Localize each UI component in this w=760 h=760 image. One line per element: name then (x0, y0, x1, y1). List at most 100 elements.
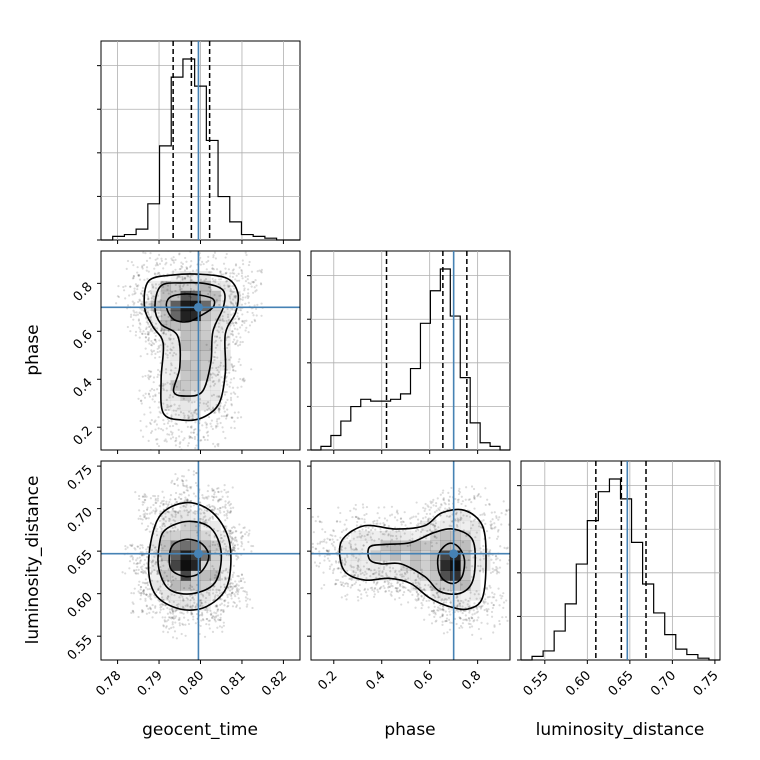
sample-point (191, 596, 194, 599)
density-cell (190, 290, 201, 302)
sample-point (167, 420, 170, 423)
sample-point (344, 582, 347, 585)
sample-point (371, 532, 374, 535)
sample-point (382, 524, 386, 527)
sample-point (459, 617, 462, 620)
sample-point (144, 392, 147, 395)
sample-point (150, 561, 153, 564)
sample-point (494, 558, 498, 561)
sample-point (240, 536, 243, 539)
sample-point (191, 605, 194, 608)
sample-point (145, 301, 148, 304)
sample-point (220, 537, 223, 540)
x-axis-label-phase: phase (384, 720, 435, 740)
sample-point (380, 574, 383, 577)
density-cell (440, 520, 451, 532)
sample-point (128, 567, 131, 570)
sample-point (235, 335, 238, 338)
sample-point (192, 431, 195, 434)
sample-point (329, 565, 332, 568)
sample-point (496, 557, 499, 560)
sample-point (151, 283, 154, 286)
sample-point (180, 497, 183, 501)
sample-point (367, 531, 370, 534)
sample-point (464, 498, 467, 501)
sample-point (184, 634, 187, 637)
sample-point (229, 529, 232, 532)
sample-point (435, 502, 438, 505)
density-cell (200, 270, 211, 282)
density-cell (190, 590, 201, 601)
sample-point (415, 591, 419, 594)
sample-point (227, 502, 230, 505)
density-cell (450, 530, 461, 541)
sample-point (230, 404, 233, 407)
sample-point (217, 608, 220, 611)
sample-point (167, 329, 170, 332)
sample-point (147, 378, 151, 381)
sample-point (217, 380, 220, 383)
sample-point (352, 548, 355, 551)
sample-point (199, 604, 202, 608)
sample-point (192, 492, 196, 495)
sample-point (507, 559, 510, 562)
density-cell (160, 380, 172, 391)
sample-point (470, 549, 473, 553)
sample-point (213, 358, 216, 362)
sample-point (385, 529, 388, 532)
sample-point (150, 598, 153, 601)
density-cell (430, 580, 441, 591)
sample-point (225, 252, 228, 256)
sample-point (490, 610, 494, 614)
sample-point (186, 514, 189, 517)
sample-point (416, 594, 419, 598)
sample-point (207, 592, 211, 595)
x-tick-label-luminosity-distance: 0.65 (606, 668, 637, 699)
x-tick-label-geocent-time: 0.78 (93, 668, 124, 699)
sample-point (485, 607, 488, 611)
sample-point (179, 411, 183, 414)
sample-point (134, 291, 137, 295)
sample-point (232, 304, 235, 307)
sample-point (484, 600, 487, 604)
sample-point (137, 397, 140, 400)
sample-point (141, 375, 144, 378)
sample-point (386, 519, 389, 522)
sample-point (334, 560, 338, 563)
sample-point (346, 569, 349, 573)
sample-point (232, 585, 235, 588)
sample-point (360, 597, 363, 600)
sample-point (368, 568, 371, 571)
sample-point (239, 309, 243, 312)
sample-point (162, 535, 165, 538)
sample-point (359, 536, 363, 539)
sample-point (157, 588, 160, 592)
y-tick-label-phase: 0.6 (71, 328, 96, 353)
sample-point (439, 506, 442, 509)
sample-point (193, 400, 196, 404)
density-cell (210, 580, 221, 591)
sample-point (488, 502, 491, 506)
sample-point (462, 618, 465, 621)
sample-point (165, 320, 168, 323)
sample-point (184, 524, 187, 527)
sample-point (417, 524, 420, 527)
sample-point (177, 496, 181, 499)
sample-point (226, 307, 229, 311)
density-panel-geocent-time-vs-phase-content (101, 251, 300, 450)
sample-point (228, 295, 231, 298)
sample-point (484, 598, 487, 601)
sample-point (349, 546, 353, 549)
sample-point (220, 608, 223, 612)
sample-point (181, 479, 184, 483)
sample-point (145, 425, 148, 428)
sample-point (162, 388, 166, 391)
sample-point (383, 523, 386, 527)
sample-point (387, 533, 390, 536)
sample-point (217, 325, 220, 328)
sample-point (209, 422, 212, 425)
sample-point (178, 596, 181, 599)
sample-point (180, 479, 184, 482)
sample-point (235, 583, 238, 586)
sample-point (144, 498, 147, 502)
